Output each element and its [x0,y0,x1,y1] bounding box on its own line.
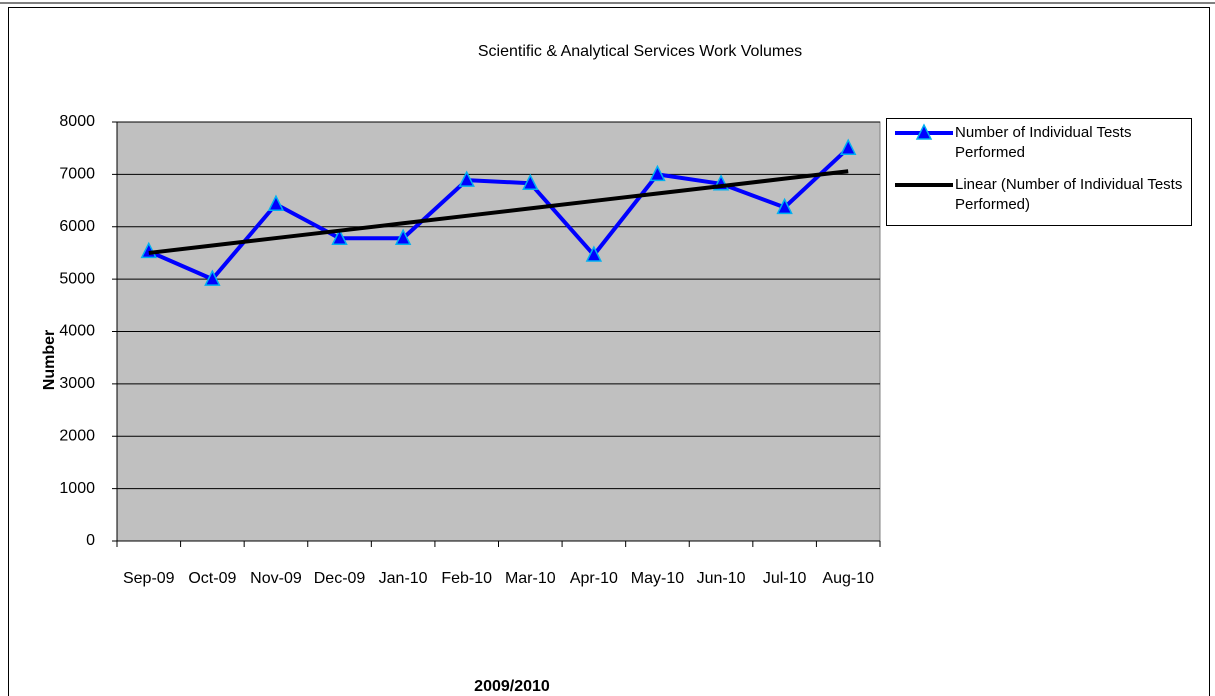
y-tick-label: 2000 [59,427,95,444]
x-axis-label: 2009/2010 [474,678,550,695]
marker [839,138,857,155]
x-tick-label: May-10 [630,570,685,587]
chart-title: Scientific & Analytical Services Work Vo… [478,43,802,60]
legend-swatch [895,183,953,187]
y-tick-label: 1000 [59,480,95,497]
legend-swatch [895,123,953,140]
x-tick-label: Jan-10 [378,570,428,587]
marker [585,245,603,262]
y-axis-label: Number [41,330,58,390]
marker [267,194,285,211]
x-tick-label: Apr-10 [569,570,618,587]
marker [394,228,412,246]
marker [776,197,793,215]
chart-border [8,7,1210,696]
x-tick-label: Mar-10 [504,570,556,587]
y-tick-label: 7000 [59,166,95,183]
y-tick-label: 5000 [59,270,95,287]
legend-entry: Linear (Number of Individual Tests Perfo… [887,173,1193,225]
series-line [147,146,850,282]
x-tick-label: Sep-09 [122,570,175,587]
x-tick-label: Nov-09 [250,570,302,587]
series-line [148,169,849,255]
legend-label: Number of Individual Tests Performed [955,124,1132,161]
legend-entry: Number of Individual Tests Performed [887,121,1193,173]
y-tick-label: 4000 [59,323,95,340]
y-tick-label: 6000 [59,218,95,235]
x-tick-label: Aug-10 [822,570,874,587]
marker [522,173,539,191]
marker [649,164,666,182]
legend-marker [915,123,933,140]
legend: Number of Individual Tests Performed Line… [886,118,1192,226]
x-tick-label: Jun-10 [696,570,746,587]
marker [204,269,221,286]
marker [331,228,348,246]
y-tick-label: 3000 [59,375,95,392]
marker [458,170,475,187]
y-tick-label: 0 [86,532,95,549]
x-tick-label: Jul-10 [762,570,807,587]
x-tick-label: Dec-09 [313,570,366,587]
x-tick-label: Feb-10 [441,570,493,587]
y-tick-label: 8000 [59,113,95,130]
x-tick-label: Oct-09 [188,570,237,587]
legend-label: Linear (Number of Individual Tests Perfo… [955,176,1183,213]
